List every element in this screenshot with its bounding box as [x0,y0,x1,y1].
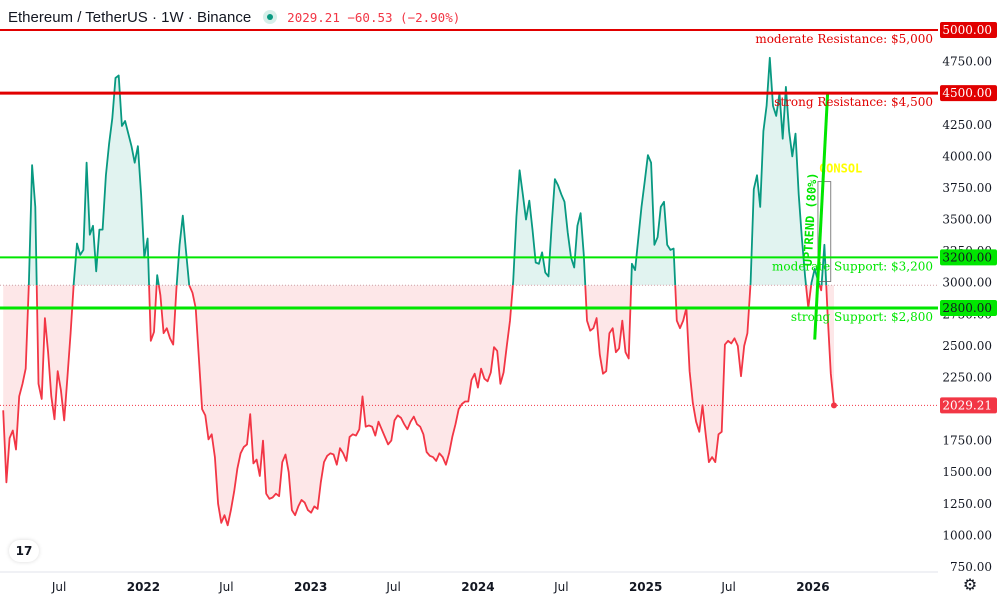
level-tag-label: 2800.00 [942,301,992,315]
last-price-tag-label: 2029.21 [942,398,992,412]
last-price-tag [940,397,997,414]
time-axis[interactable]: Jul 2022 Jul 2023 Jul 2024 Jul 2025 Jul 2026 [0,571,938,594]
x-tick-label: Jul [218,580,233,594]
symbol-title[interactable]: Ethereum / TetherUS · 1W · Binance [8,8,252,26]
y-tick-label: 3000.00 [942,276,992,290]
price-quote: 2029.21 −60.53 (−2.90%) [287,9,461,25]
y-tick-label: 1500.00 [942,465,992,479]
x-tick-label: Jul [553,580,568,594]
level-label: moderate Resistance: $5,000 [755,32,933,46]
price-line-below [2,285,835,527]
tradingview-logo-icon[interactable]: 17 [9,540,39,562]
y-tick-label: 1000.00 [942,528,992,542]
uptrend-label: UPTREND (80%) [801,172,820,267]
y-tick-label: 3750.00 [942,181,992,195]
x-tick-label: Jul [51,580,66,594]
level-tag [940,299,997,316]
level-label: strong Support: $2,800 [791,310,933,324]
level-tag [940,249,997,266]
consol-label: CONSOL [819,162,862,176]
area-fill-below-baseline [3,285,834,526]
x-tick-label: 2023 [294,580,327,594]
uptrend-line [813,94,830,340]
y-tick-label: 2250.00 [942,370,992,384]
level-tag-label: 4500.00 [942,86,992,100]
y-tick-label: 1250.00 [942,497,992,511]
y-tick-label: 1750.00 [942,434,992,448]
chart-header: Ethereum / TetherUS · 1W · Binance 2029.… [8,7,460,27]
area-fill-above-baseline [3,57,834,286]
last-price-dot [830,402,837,409]
x-tick-label: 2022 [127,580,160,594]
market-status-icon [263,10,278,24]
level-tag [940,22,997,38]
y-tick-label: 4750.00 [942,55,992,69]
level-label: strong Resistance: $4,500 [774,95,933,109]
y-tick-label: 2500.00 [942,339,992,353]
y-tick-label: 4000.00 [942,149,992,163]
x-tick-label: 2024 [461,580,494,594]
x-tick-label: 2025 [629,580,662,594]
level-tag-label: 3200.00 [942,250,992,264]
y-tick-label: 750.00 [950,560,992,574]
y-tick-label: 4250.00 [942,118,992,132]
y-tick-label: 3500.00 [942,213,992,227]
gear-icon[interactable]: ⚙ [962,575,978,594]
level-tag-label: 5000.00 [942,23,992,37]
x-tick-label: Jul [720,580,735,594]
level-label: moderate Support: $3,200 [772,259,933,273]
x-tick-label: 2026 [796,580,829,594]
price-line-above [27,56,828,286]
level-tag [940,85,997,102]
price-axis[interactable]: 750.001000.001250.001500.001750.002000.0… [940,22,997,574]
x-tick-label: Jul [385,580,400,594]
